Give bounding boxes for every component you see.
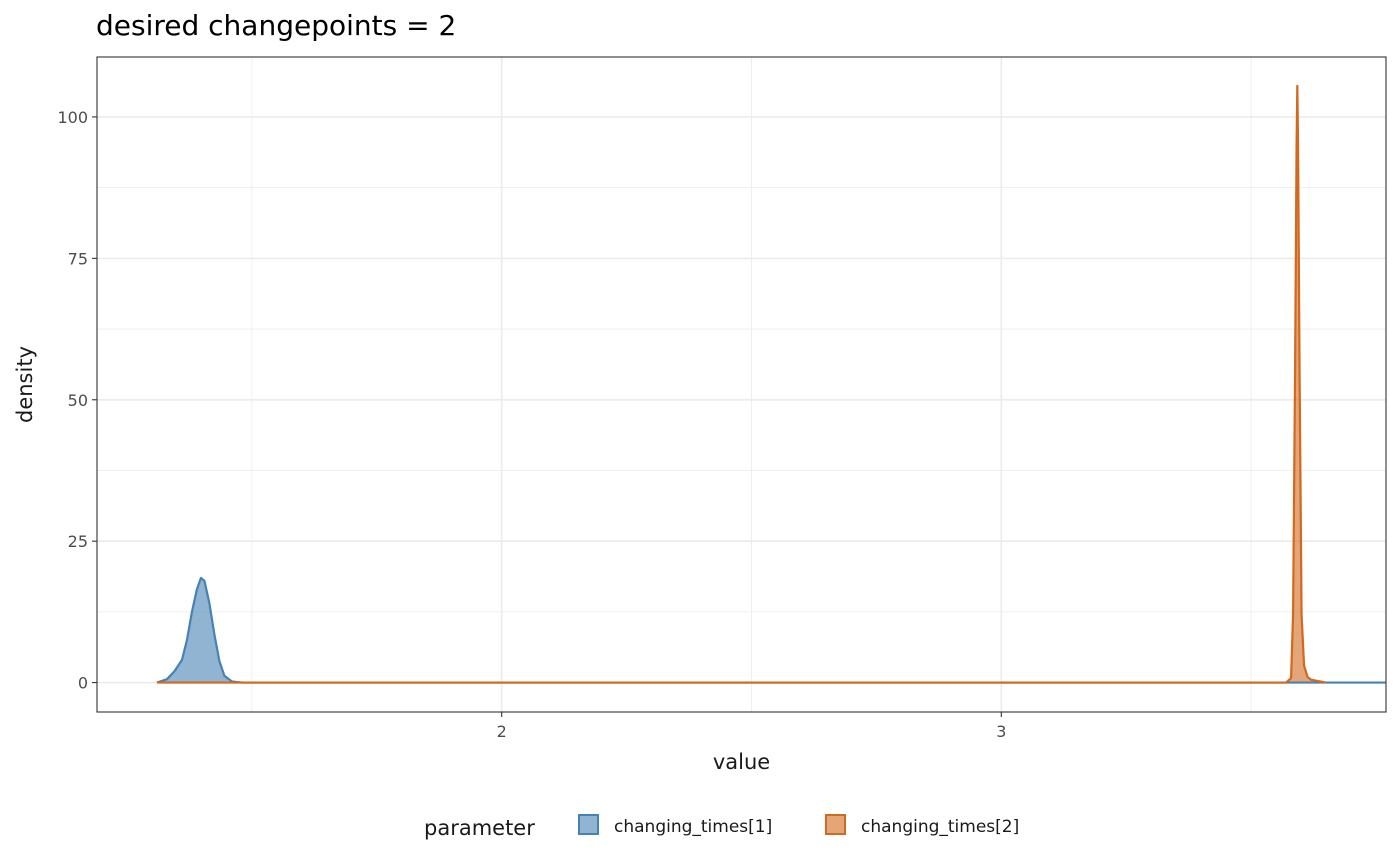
y-tick-label: 100	[57, 108, 88, 127]
y-tick-label: 50	[68, 391, 88, 410]
y-tick-label: 25	[68, 532, 88, 551]
x-tick-label: 2	[497, 722, 507, 741]
plot-panel	[96, 56, 1387, 713]
y-axis-title: density	[13, 346, 37, 423]
density-line-1	[156, 576, 1386, 684]
legend-label-1: changing_times[1]	[614, 817, 772, 837]
legend-key-1	[578, 814, 599, 835]
x-tick-label: 3	[996, 722, 1006, 741]
y-tick-label: 0	[78, 674, 88, 693]
density-area-2	[156, 85, 1327, 683]
y-tick-label: 75	[68, 249, 88, 268]
legend: parameter changing_times[1] changing_time…	[424, 814, 1019, 840]
legend-title: parameter	[424, 816, 535, 840]
panel-border	[96, 56, 1387, 713]
x-axis-title: value	[713, 750, 770, 774]
density-line-2	[156, 84, 1327, 684]
chart-title: desired changepoints = 2	[96, 9, 456, 42]
density-area-1	[156, 577, 1386, 683]
legend-label-2: changing_times[2]	[861, 817, 1019, 837]
legend-key-2	[825, 814, 846, 835]
